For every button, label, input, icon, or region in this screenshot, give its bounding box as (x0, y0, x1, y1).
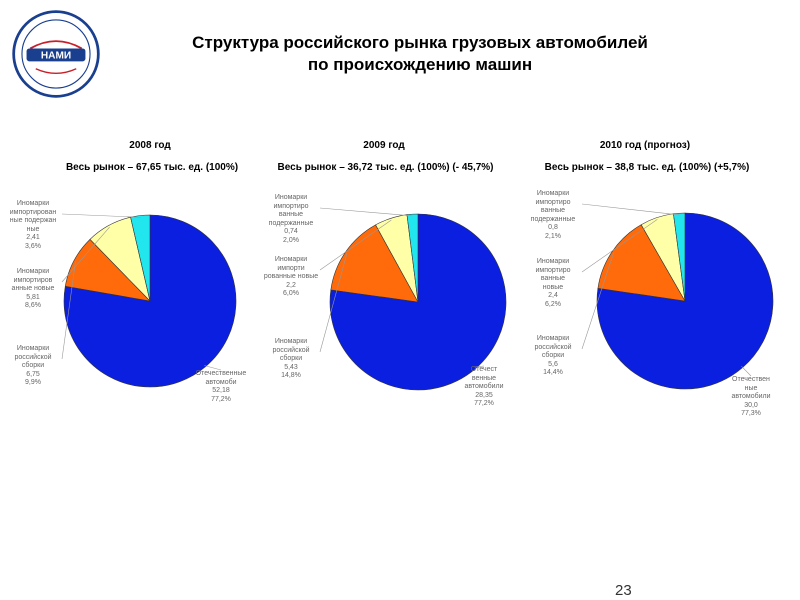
leader-line-domestic (474, 365, 485, 368)
year-label-2010: 2010 год (прогноз) (599, 140, 691, 151)
slice-label-imported-used: Иномарки импортиро ванные подержанные 0,… (268, 194, 314, 244)
leader-line-domestic (204, 365, 222, 371)
leader-line-imported-new (581, 219, 658, 273)
pie-svg (319, 207, 507, 391)
nami-logo: НАМИ (12, 10, 100, 98)
leader-line-imported-used (319, 207, 413, 217)
pie-chart-2009: Отечест венные автомобили 28,35 77,2% Ино… (258, 190, 523, 450)
slice-label-domestic: Отечествен ные автомобили 30,0 77,3% (731, 376, 771, 417)
pie-slice-foreign-assembly (597, 224, 686, 302)
leader-line-foreign-assembly (61, 261, 76, 360)
slice-label-imported-new: Иномарки импорти рованные новые 2,2 6,0% (263, 256, 319, 297)
slice-label-foreign-assembly: Иномарки российской сборки 6,75 9,9% (14, 345, 52, 386)
logo-text: НАМИ (41, 51, 71, 62)
slice-label-foreign-assembly: Иномарки российской сборки 5,6 14,4% (534, 335, 572, 376)
leader-line-imported-used (61, 213, 141, 218)
leader-line-imported-new (61, 226, 110, 283)
leader-line-foreign-assembly (319, 252, 348, 353)
pie-chart-2010: Отечествен ные автомобили 30,0 77,3% Ином… (520, 190, 785, 450)
market-total-2009: Весь рынок – 36,72 тыс. ед. (100%) (- 45… (277, 162, 494, 173)
page-number: 23 (615, 582, 632, 599)
slice-label-domestic: Отечест венные автомобили 28,35 77,2% (464, 366, 504, 407)
year-label-2009: 2009 год (363, 140, 405, 151)
year-label-2008: 2008 год (129, 140, 171, 151)
slice-label-imported-used: Иномарки импортиро ванные подержанные 0,… (530, 190, 576, 240)
title-line-1: Структура российского рынка грузовых авт… (192, 33, 648, 52)
pie-svg (61, 213, 237, 388)
leader-line-foreign-assembly (581, 252, 614, 350)
pie-slice-domestic (63, 214, 237, 388)
pie-slice-imported-used (673, 212, 686, 302)
leader-line-imported-used (581, 203, 680, 216)
market-total-2008: Весь рынок – 67,65 тыс. ед. (100%) (65, 162, 239, 173)
pie-chart-2008: Отечественные автомоби 52,18 77,2% Иномар… (0, 190, 265, 450)
title-line-2: по происхождению машин (307, 55, 533, 74)
slice-label-imported-new: Иномарки импортиро ванные новые 2,4 6,2% (535, 258, 571, 308)
leader-line-imported-new (319, 219, 392, 271)
market-total-2010: Весь рынок – 38,8 тыс. ед. (100%) (+5,7%… (544, 162, 750, 173)
slice-label-domestic: Отечественные автомоби 52,18 77,2% (195, 370, 247, 403)
slice-label-foreign-assembly: Иномарки российской сборки 5,43 14,8% (272, 338, 310, 379)
slice-label-imported-new: Иномарки импортиров анные новые 5,81 8,6… (11, 268, 55, 309)
slice-label-imported-used: Иномарки импортирован ные подержан ные 2… (9, 200, 57, 250)
pie-slice-imported-used (406, 213, 419, 303)
pie-slice-imported-used (130, 214, 151, 302)
pie-svg (581, 203, 774, 390)
leader-line-domestic (741, 366, 752, 377)
slide-title: Структура российского рынка грузовых авт… (150, 32, 690, 76)
